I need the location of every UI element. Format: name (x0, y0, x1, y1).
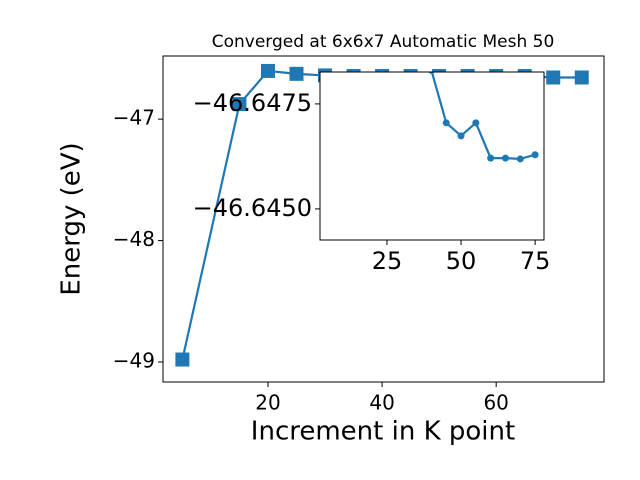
x-tick-label: 40 (369, 391, 394, 415)
plot-area (320, 72, 544, 240)
point (442, 119, 450, 127)
y-tick-label: −48 (113, 227, 155, 251)
point (260, 63, 275, 78)
y-axis-label: Energy (eV) (57, 142, 87, 295)
point (232, 97, 247, 112)
y-tick-label: −46.6450 (193, 194, 312, 222)
axes-frame (319, 71, 545, 241)
point (546, 70, 561, 85)
point (487, 154, 495, 162)
y-tick-label: −46.6475 (193, 89, 312, 117)
point (289, 66, 304, 81)
point (516, 155, 524, 163)
y-tick-label: −49 (113, 348, 155, 372)
chart-title: Converged at 6x6x7 Automatic Mesh 50 (212, 32, 555, 52)
plot-series (428, 72, 539, 163)
x-axis-label: Increment in K point (251, 417, 515, 447)
x-tick-label: 50 (446, 247, 477, 275)
x-tick-label: 75 (520, 247, 551, 275)
point (574, 70, 589, 85)
x-tick-label: 20 (255, 391, 280, 415)
x-tick-label: 25 (372, 247, 403, 275)
x-tick-label: 60 (483, 391, 508, 415)
y-tick-label: −47 (113, 106, 155, 130)
point (531, 151, 539, 159)
point (457, 132, 465, 140)
point (472, 119, 480, 127)
axes-frame (162, 55, 605, 383)
point (175, 352, 190, 367)
point (501, 154, 509, 162)
